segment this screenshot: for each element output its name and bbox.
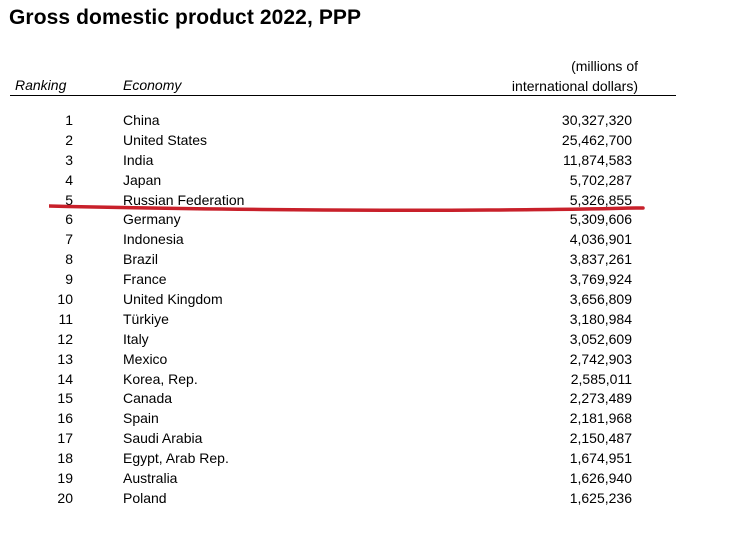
page-title: Gross domestic product 2022, PPP — [9, 6, 362, 29]
table-row: 4 Japan 5,702,287 — [0, 170, 730, 190]
rank-cell: 18 — [57, 450, 73, 467]
economy-cell: Germany — [123, 211, 181, 228]
gdp-value-cell: 30,327,320 — [561, 112, 632, 128]
ranking-column-header: Ranking — [15, 77, 67, 93]
rank-cell: 3 — [65, 151, 73, 168]
economy-cell: Türkiye — [123, 310, 169, 327]
rank-cell: 20 — [57, 489, 73, 506]
gdp-value-cell: 2,150,487 — [569, 430, 632, 447]
header-rule — [10, 95, 676, 96]
gdp-value-cell: 2,273,489 — [569, 390, 632, 407]
table-row: 17 Saudi Arabia 2,150,487 — [0, 428, 730, 448]
economy-cell: United Kingdom — [123, 291, 223, 308]
table-row: 10 United Kingdom 3,656,809 — [0, 289, 730, 309]
table-row: 5 Russian Federation 5,326,855 — [0, 190, 730, 210]
economy-cell: Poland — [123, 489, 167, 506]
economy-cell: Australia — [123, 470, 178, 487]
rank-cell: 13 — [57, 350, 73, 367]
economy-cell: Mexico — [123, 350, 168, 367]
units-line-2: international dollars) — [511, 78, 638, 94]
economy-cell: Egypt, Arab Rep. — [123, 450, 229, 467]
table-row: 2 United States 25,462,700 — [0, 130, 730, 150]
table-row: 3 India 11,874,583 — [0, 150, 730, 170]
table-row: 18 Egypt, Arab Rep. 1,674,951 — [0, 448, 730, 468]
economy-cell: Korea, Rep. — [123, 370, 198, 387]
table-row: 7 Indonesia 4,036,901 — [0, 229, 730, 249]
gdp-value-cell: 5,309,606 — [569, 211, 632, 228]
gdp-value-cell: 1,626,940 — [569, 470, 632, 487]
economy-cell: Russian Federation — [123, 191, 245, 208]
gdp-value-cell: 3,052,609 — [569, 330, 632, 347]
rank-cell: 9 — [65, 271, 73, 288]
table-row: 13 Mexico 2,742,903 — [0, 349, 730, 369]
rank-cell: 19 — [57, 470, 73, 487]
economy-cell: China — [123, 112, 160, 128]
rank-cell: 14 — [57, 370, 73, 387]
economy-cell: India — [123, 151, 154, 168]
rank-cell: 10 — [57, 291, 73, 308]
rank-cell: 7 — [65, 231, 73, 248]
gdp-value-cell: 25,462,700 — [561, 131, 632, 148]
gdp-value-cell: 11,874,583 — [562, 151, 632, 168]
economy-cell: Brazil — [123, 251, 159, 268]
table-row: 20 Poland 1,625,236 — [0, 488, 730, 508]
rank-cell: 16 — [57, 410, 73, 427]
table-row: 12 Italy 3,052,609 — [0, 329, 730, 349]
rank-cell: 1 — [65, 112, 73, 128]
rank-cell: 11 — [58, 310, 73, 327]
rank-cell: 17 — [57, 430, 73, 447]
rank-cell: 12 — [57, 330, 73, 347]
table-row: 11 Türkiye 3,180,984 — [0, 309, 730, 329]
rank-cell: 8 — [65, 251, 73, 268]
gdp-value-cell: 3,837,261 — [569, 251, 632, 268]
economy-cell: Italy — [123, 330, 149, 347]
table-row: 8 Brazil 3,837,261 — [0, 249, 730, 269]
rank-cell: 2 — [65, 131, 73, 148]
table-row: 9 France 3,769,924 — [0, 269, 730, 289]
gdp-value-cell: 1,674,951 — [569, 450, 632, 467]
table-row: 19 Australia 1,626,940 — [0, 468, 730, 488]
gdp-value-cell: 4,036,901 — [569, 231, 632, 248]
table-row: 15 Canada 2,273,489 — [0, 388, 730, 408]
economy-cell: France — [123, 271, 167, 288]
ranking-table-body: 1 China 30,327,320 2 United States 25,462,700… — [0, 110, 730, 508]
economy-cell: Canada — [123, 390, 173, 407]
rank-cell: 6 — [65, 211, 73, 228]
economy-cell: Saudi Arabia — [123, 430, 203, 447]
table-row: 16 Spain 2,181,968 — [0, 408, 730, 428]
gdp-value-cell: 5,326,855 — [569, 191, 632, 208]
economy-cell: Spain — [123, 410, 159, 427]
gdp-value-cell: 3,656,809 — [569, 291, 632, 308]
economy-column-header: Economy — [123, 77, 182, 93]
economy-cell: Japan — [123, 171, 162, 188]
table-row: 14 Korea, Rep. 2,585,011 — [0, 369, 730, 389]
gdp-value-cell: 2,181,968 — [569, 410, 632, 427]
rank-cell: 4 — [65, 171, 73, 188]
units-line-1: (millions of — [571, 58, 638, 74]
table-row: 6 Germany 5,309,606 — [0, 209, 730, 229]
gdp-value-cell: 3,180,984 — [569, 310, 632, 327]
gdp-value-cell: 5,702,287 — [569, 171, 632, 188]
gdp-value-cell: 2,742,903 — [569, 350, 632, 367]
rank-cell: 5 — [65, 191, 73, 208]
gdp-value-cell: 3,769,924 — [569, 271, 632, 288]
gdp-value-cell: 2,585,011 — [570, 370, 632, 387]
economy-cell: United States — [123, 131, 208, 148]
gdp-value-cell: 1,625,236 — [569, 489, 632, 506]
rank-cell: 15 — [57, 390, 73, 407]
economy-cell: Indonesia — [123, 231, 184, 248]
units-header: (millions of international dollars) — [438, 56, 638, 96]
table-row: 1 China 30,327,320 — [0, 110, 730, 130]
